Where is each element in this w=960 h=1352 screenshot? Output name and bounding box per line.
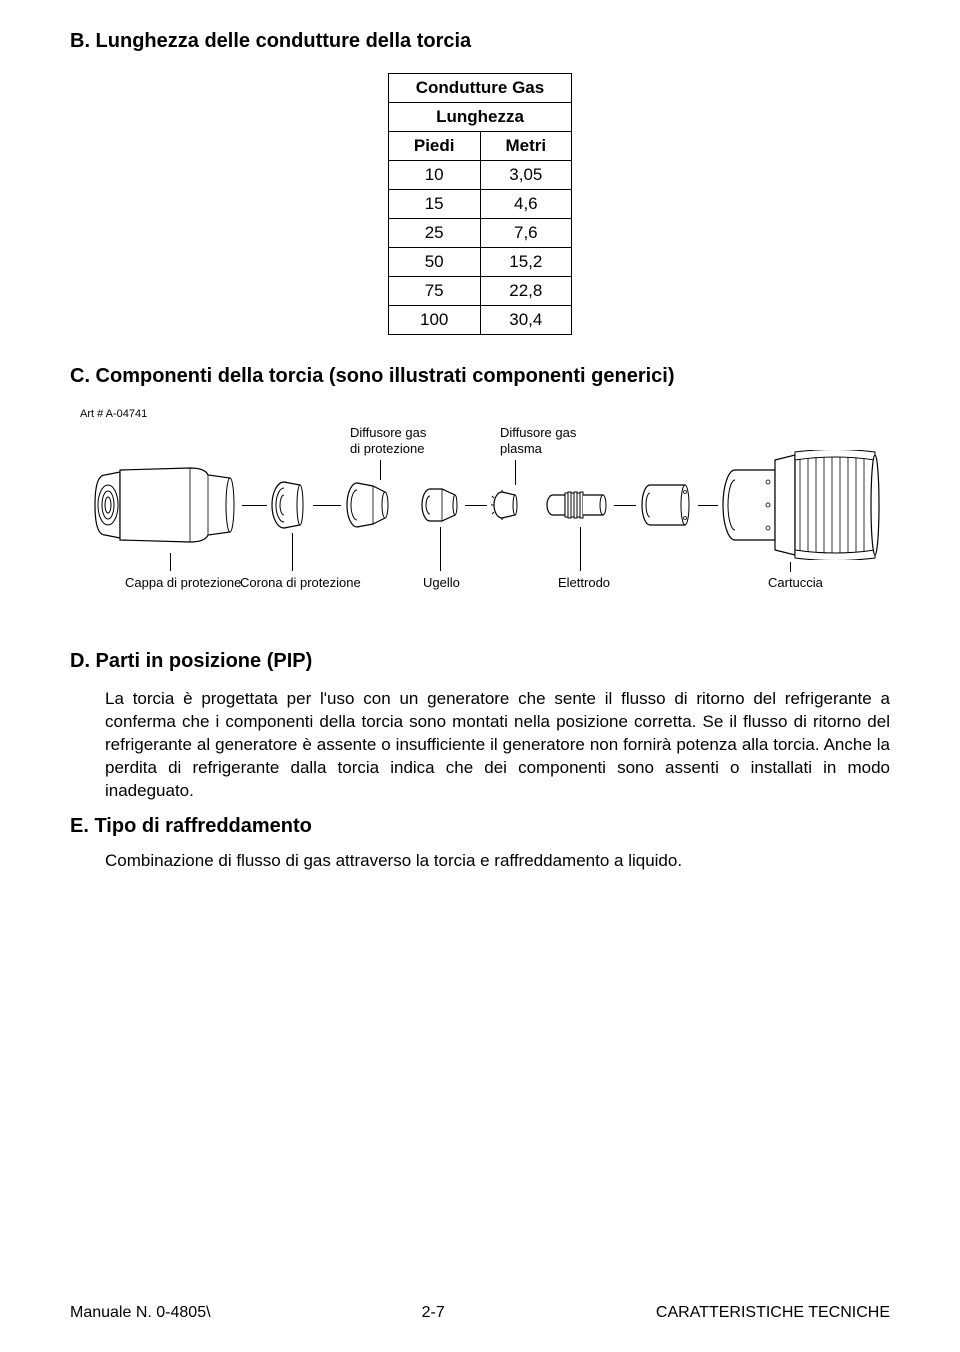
- label-ugello: Ugello: [423, 575, 460, 591]
- label-cappa: Cappa di protezione: [125, 575, 241, 591]
- cell-piedi: 25: [388, 219, 480, 248]
- cappa-icon: [90, 460, 240, 550]
- page-footer: Manuale N. 0-4805\ 2-7 CARATTERISTICHE T…: [70, 1304, 890, 1322]
- table-row: 7522,8: [388, 277, 571, 306]
- cell-piedi: 50: [388, 248, 480, 277]
- section-e-body: Combinazione di flusso di gas attraverso…: [105, 850, 890, 873]
- torch-diagram: Diffusore gasdi protezione Diffusore gas…: [70, 425, 890, 625]
- section-d-heading: D. Parti in posizione (PIP): [70, 650, 890, 673]
- cell-metri: 4,6: [480, 190, 572, 219]
- table-subtitle: Lunghezza: [388, 103, 571, 132]
- cell-metri: 22,8: [480, 277, 572, 306]
- table-row: 257,6: [388, 219, 571, 248]
- col-metri: Metri: [480, 132, 572, 161]
- label-elettrodo: Elettrodo: [558, 575, 610, 591]
- col-piedi: Piedi: [388, 132, 480, 161]
- label-cartuccia: Cartuccia: [768, 575, 823, 591]
- table-row: 103,05: [388, 161, 571, 190]
- cell-piedi: 75: [388, 277, 480, 306]
- cell-piedi: 10: [388, 161, 480, 190]
- cell-metri: 7,6: [480, 219, 572, 248]
- label-diffusore-protezione: Diffusore gasdi protezione: [350, 425, 426, 456]
- cartuccia-icon: [720, 450, 880, 560]
- table-row: 5015,2: [388, 248, 571, 277]
- footer-center: 2-7: [422, 1304, 445, 1322]
- diffusore-plasma-icon: [490, 490, 520, 520]
- corona-icon: [270, 480, 310, 530]
- section-e-heading: E. Tipo di raffreddamento: [70, 815, 890, 838]
- label-diffusore-plasma: Diffusore gasplasma: [500, 425, 576, 456]
- gas-table: Condutture Gas Lunghezza Piedi Metri 103…: [388, 73, 572, 335]
- footer-left: Manuale N. 0-4805\: [70, 1304, 211, 1322]
- cell-metri: 3,05: [480, 161, 572, 190]
- table-row: 10030,4: [388, 306, 571, 335]
- footer-right: CARATTERISTICHE TECNICHE: [656, 1304, 890, 1322]
- section-d-body: La torcia è progettata per l'uso con un …: [105, 688, 890, 803]
- cell-piedi: 15: [388, 190, 480, 219]
- label-corona: Corona di protezione: [240, 575, 361, 591]
- section-b-heading: B. Lunghezza delle condutture della torc…: [70, 30, 890, 53]
- art-number: Art # A-04741: [80, 408, 890, 420]
- table-row: 154,6: [388, 190, 571, 219]
- cell-piedi: 100: [388, 306, 480, 335]
- elettrodo-icon: [545, 485, 610, 525]
- section-c-heading: C. Componenti della torcia (sono illustr…: [70, 365, 890, 388]
- cell-metri: 30,4: [480, 306, 572, 335]
- cell-metri: 15,2: [480, 248, 572, 277]
- diffusore-protezione-icon: [345, 480, 390, 530]
- cartuccia-front-icon: [640, 480, 695, 530]
- ugello-icon: [420, 485, 460, 525]
- table-title: Condutture Gas: [388, 74, 571, 103]
